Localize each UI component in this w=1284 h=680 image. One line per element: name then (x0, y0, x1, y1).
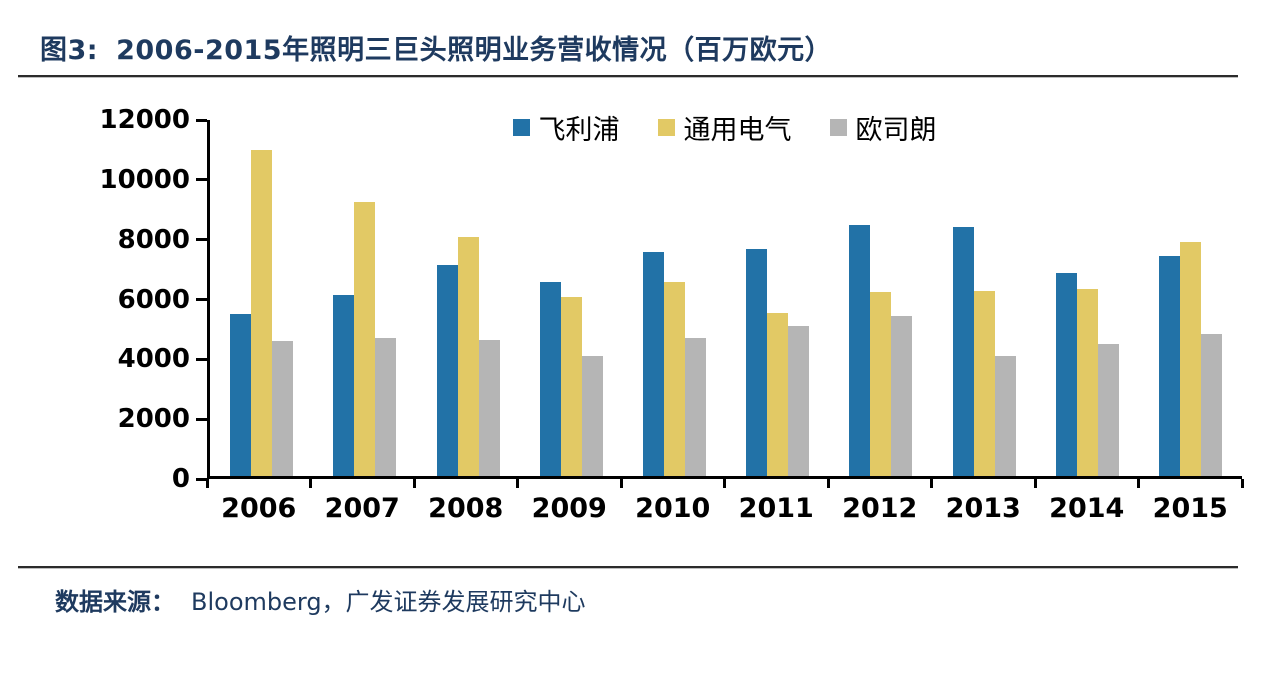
x-axis-tick (826, 479, 830, 488)
osram-bar-2011 (788, 326, 810, 476)
x-axis-tick (516, 479, 519, 488)
figure-title: 图3: 2006-2015年照明三巨头照明业务营收情况（百万欧元） (40, 28, 832, 67)
bar-group-2015 (1139, 120, 1242, 476)
ge-bar-2011 (767, 312, 789, 476)
ge-bar-2013 (973, 290, 995, 476)
ge-bar-2006 (251, 149, 273, 476)
philips-legend-label: 飞利浦 (538, 115, 620, 146)
y-axis-tick (196, 238, 207, 242)
x-axis-label-2008: 2008 (428, 493, 504, 524)
bar-group-2007 (313, 120, 416, 476)
philips-bar-2014 (1055, 272, 1077, 476)
ge-bar-2007 (354, 201, 376, 476)
figure-number: 图3: (40, 35, 99, 66)
y-axis-tick (196, 298, 207, 301)
x-axis-label-2007: 2007 (324, 493, 400, 524)
ge-legend-swatch-icon (657, 119, 675, 136)
bar-chart: 飞利浦 通用电气 欧司朗 0 2000 4000 6000 8000 10000 12000 20… (0, 100, 1284, 545)
bar-group-2011 (726, 120, 829, 476)
bar-group-2009 (520, 120, 623, 476)
philips-legend-swatch-icon (512, 119, 530, 136)
osram-legend-label: 欧司朗 (855, 115, 937, 146)
ge-bar-2015 (1179, 241, 1201, 476)
source-label: 数据来源： (55, 588, 175, 616)
bar-group-2013 (932, 120, 1035, 476)
osram-bar-2009 (581, 355, 603, 476)
y-axis-tick (196, 477, 207, 481)
osram-bar-2010 (684, 338, 706, 476)
y-axis-label: 8000 (117, 224, 190, 255)
x-axis-label-2006: 2006 (221, 493, 297, 524)
philips-bar-2011 (746, 249, 768, 476)
legend-item-philips: 飞利浦 (512, 108, 620, 147)
philips-bar-2007 (333, 295, 355, 476)
philips-bar-2010 (642, 252, 664, 476)
bar-group-2014 (1036, 120, 1139, 476)
y-axis-label: 12000 (99, 105, 190, 135)
x-axis-tick (930, 479, 933, 488)
x-axis-label-2011: 2011 (738, 493, 814, 524)
y-axis-tick (196, 178, 207, 182)
osram-bar-2013 (994, 355, 1016, 476)
osram-legend-swatch-icon (829, 119, 847, 136)
y-axis-label: 4000 (117, 344, 190, 375)
y-axis-label: 0 (171, 464, 190, 494)
osram-bar-2008 (478, 339, 500, 476)
philips-bar-2008 (436, 265, 458, 476)
x-axis-tick (309, 479, 312, 488)
x-axis-tick (412, 479, 416, 488)
osram-bar-2015 (1200, 333, 1222, 476)
legend-item-ge: 通用电气 (657, 108, 792, 147)
x-axis-tick (723, 479, 726, 488)
ge-bar-2008 (457, 237, 479, 476)
osram-bar-2007 (375, 338, 397, 476)
osram-bar-2012 (891, 315, 913, 476)
x-axis-tick (1240, 479, 1244, 488)
bar-group-2008 (416, 120, 519, 476)
ge-legend-label: 通用电气 (683, 115, 792, 146)
ge-bar-2014 (1076, 289, 1098, 476)
philips-bar-2009 (539, 281, 561, 476)
y-axis-tick (196, 118, 207, 122)
y-axis-tick (196, 417, 207, 421)
chart-legend: 飞利浦 通用电气 欧司朗 (207, 108, 1242, 147)
x-axis-tick (205, 479, 209, 488)
philips-bar-2013 (952, 226, 974, 476)
x-axis-label-2009: 2009 (531, 493, 607, 524)
y-axis-label: 10000 (99, 164, 190, 195)
y-axis-label: 2000 (117, 404, 190, 435)
title-divider (18, 75, 1238, 78)
source-divider (18, 566, 1238, 569)
source-line: 数据来源： Bloomberg，广发证券发展研究中心 (55, 582, 586, 617)
philips-bar-2006 (230, 314, 252, 476)
source-text: Bloomberg，广发证券发展研究中心 (191, 588, 586, 616)
ge-bar-2009 (560, 296, 582, 476)
x-axis-tick (1137, 479, 1140, 488)
x-axis-label-2013: 2013 (945, 493, 1021, 524)
x-axis-label-2014: 2014 (1049, 493, 1125, 524)
x-axis-tick (619, 479, 623, 488)
philips-bar-2015 (1158, 256, 1180, 476)
x-axis-tick (1033, 479, 1037, 488)
x-axis-label-2012: 2012 (842, 493, 918, 524)
legend-item-osram: 欧司朗 (829, 108, 937, 147)
osram-bar-2014 (1097, 343, 1119, 476)
y-axis-tick (196, 357, 207, 361)
bar-group-2006 (210, 120, 313, 476)
plot-area (207, 120, 1242, 479)
figure-title-text: 2006-2015年照明三巨头照明业务营收情况（百万欧元） (116, 35, 833, 66)
bar-group-2012 (829, 120, 932, 476)
ge-bar-2010 (663, 281, 685, 476)
y-axis-label: 6000 (117, 284, 190, 315)
x-axis-label-2015: 2015 (1152, 493, 1228, 524)
bar-group-2010 (623, 120, 726, 476)
osram-bar-2006 (272, 341, 294, 476)
x-axis-label-2010: 2010 (635, 493, 711, 524)
ge-bar-2012 (870, 292, 892, 476)
philips-bar-2012 (849, 225, 871, 476)
